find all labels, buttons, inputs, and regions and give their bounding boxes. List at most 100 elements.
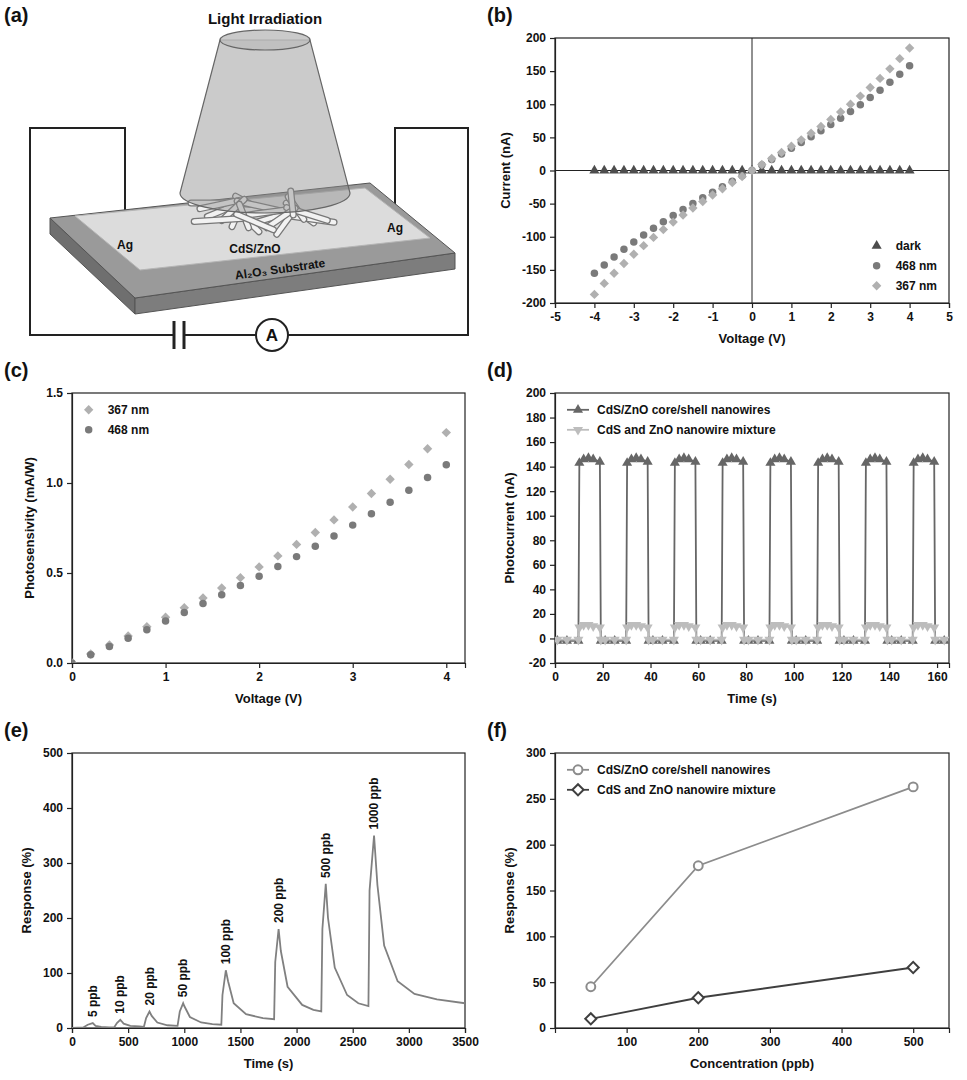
y-axis-line [550, 394, 556, 664]
data-point [601, 261, 608, 268]
data-point [698, 197, 707, 206]
figure: A(a)Light IrradiationAgAgCdS/ZnOAl₂O₃ Su… [0, 0, 967, 1080]
y-tick: 50 [533, 131, 555, 145]
x-axis: 100200300400500 [556, 1028, 950, 1049]
y-tick-mark [550, 614, 555, 615]
x-tick: 120 [832, 663, 852, 684]
series-markers [585, 962, 918, 1024]
panel-letter: (b) [487, 4, 513, 26]
x-tick: 60 [692, 663, 706, 684]
data-point [694, 861, 703, 870]
y-tick: 100 [43, 966, 72, 980]
series-markers [72, 461, 450, 663]
data-point [609, 165, 619, 174]
y-tick-label: 100 [43, 966, 63, 980]
x-tick-label: 3500 [452, 1035, 479, 1049]
plot-area [72, 836, 465, 1029]
x-tick-label: 5 [946, 310, 953, 324]
series-markers [555, 622, 949, 645]
data-point [757, 160, 766, 169]
x-tick-label: -3 [629, 310, 640, 324]
y-tick-mark [550, 303, 555, 304]
x-tick-label: 1 [789, 310, 796, 324]
legend-label: CdS and ZnO nanowire mixture [597, 783, 776, 797]
data-point [311, 528, 320, 537]
y-axis-title: Response (%) [502, 848, 517, 934]
y-tick-label: 20 [533, 607, 547, 621]
data-point [660, 218, 667, 225]
data-point [836, 165, 846, 174]
y-axis: -20020406080100120140160180200 [526, 386, 556, 670]
y-tick: 1.5 [46, 386, 72, 400]
y-tick: 400 [43, 801, 72, 815]
data-point [905, 165, 915, 174]
y-tick-mark [550, 417, 555, 418]
data-point [590, 290, 599, 299]
x-tick: 40 [644, 663, 658, 684]
panel-letter: (a) [4, 4, 28, 26]
y-tick: 80 [533, 534, 555, 548]
data-point [649, 233, 658, 242]
y-tick-label: 500 [43, 746, 63, 760]
data-point [743, 637, 753, 646]
panel: (c)012340.00.51.01.5Voltage (V)Photosens… [4, 359, 466, 706]
y-tick: -20 [529, 656, 555, 670]
x-axis: -5-4-3-2-1012345 [550, 303, 953, 324]
data-point [106, 643, 113, 650]
legend-item: dark [872, 239, 922, 253]
x-tick-label: -1 [708, 310, 719, 324]
data-point [738, 456, 748, 465]
plot-frame [555, 753, 949, 1028]
data-point [595, 624, 605, 633]
series-markers [590, 43, 915, 299]
data-point [855, 165, 865, 174]
data-point [786, 165, 796, 174]
x-tick-label: 40 [644, 670, 658, 684]
data-point [764, 637, 774, 646]
battery-plate [173, 321, 176, 349]
data-point [349, 521, 356, 528]
ammeter-label: A [266, 326, 278, 345]
x-tick: 140 [880, 663, 900, 684]
data-point [619, 165, 629, 174]
y-tick-mark [550, 753, 555, 754]
data-point [806, 129, 815, 138]
data-point [423, 444, 432, 453]
x-tick: 4 [907, 303, 914, 324]
plot-frame [555, 38, 949, 303]
series-markers [555, 452, 949, 644]
x-tick: 2 [256, 663, 263, 684]
data-point [693, 992, 704, 1003]
legend-symbol [574, 765, 583, 774]
data-point [797, 135, 806, 144]
data-point [648, 165, 658, 174]
data-point [589, 165, 599, 174]
data-point [386, 499, 393, 506]
y-tick: 20 [533, 607, 555, 621]
x-tick: 100 [784, 663, 804, 684]
data-point [834, 624, 844, 633]
data-point [787, 142, 796, 151]
x-tick: 4 [443, 663, 450, 684]
legend-symbol [872, 240, 882, 249]
y-axis: -200-150-100-50050100150200 [522, 31, 556, 310]
data-point [929, 624, 939, 633]
x-tick-label: -5 [550, 310, 561, 324]
data-point [72, 658, 77, 663]
data-point [865, 165, 875, 174]
x-axis-title: Time (s) [727, 691, 777, 706]
legend-item: CdS/ZnO core/shell nanowires [567, 763, 771, 777]
data-point [237, 582, 244, 589]
data-point [292, 540, 301, 549]
data-point [162, 617, 169, 624]
data-point [629, 250, 638, 259]
legend-label: CdS and ZnO nanowire mixture [597, 423, 776, 437]
x-tick: 100 [617, 1028, 637, 1049]
legend-label: 367 nm [896, 279, 937, 293]
data-point [255, 572, 262, 579]
x-tick: 500 [904, 1028, 924, 1049]
data-point [630, 238, 637, 245]
y-tick-mark [67, 483, 72, 484]
data-point [875, 74, 884, 83]
panel: (d)020406080100120140160-200204060801001… [487, 359, 950, 706]
